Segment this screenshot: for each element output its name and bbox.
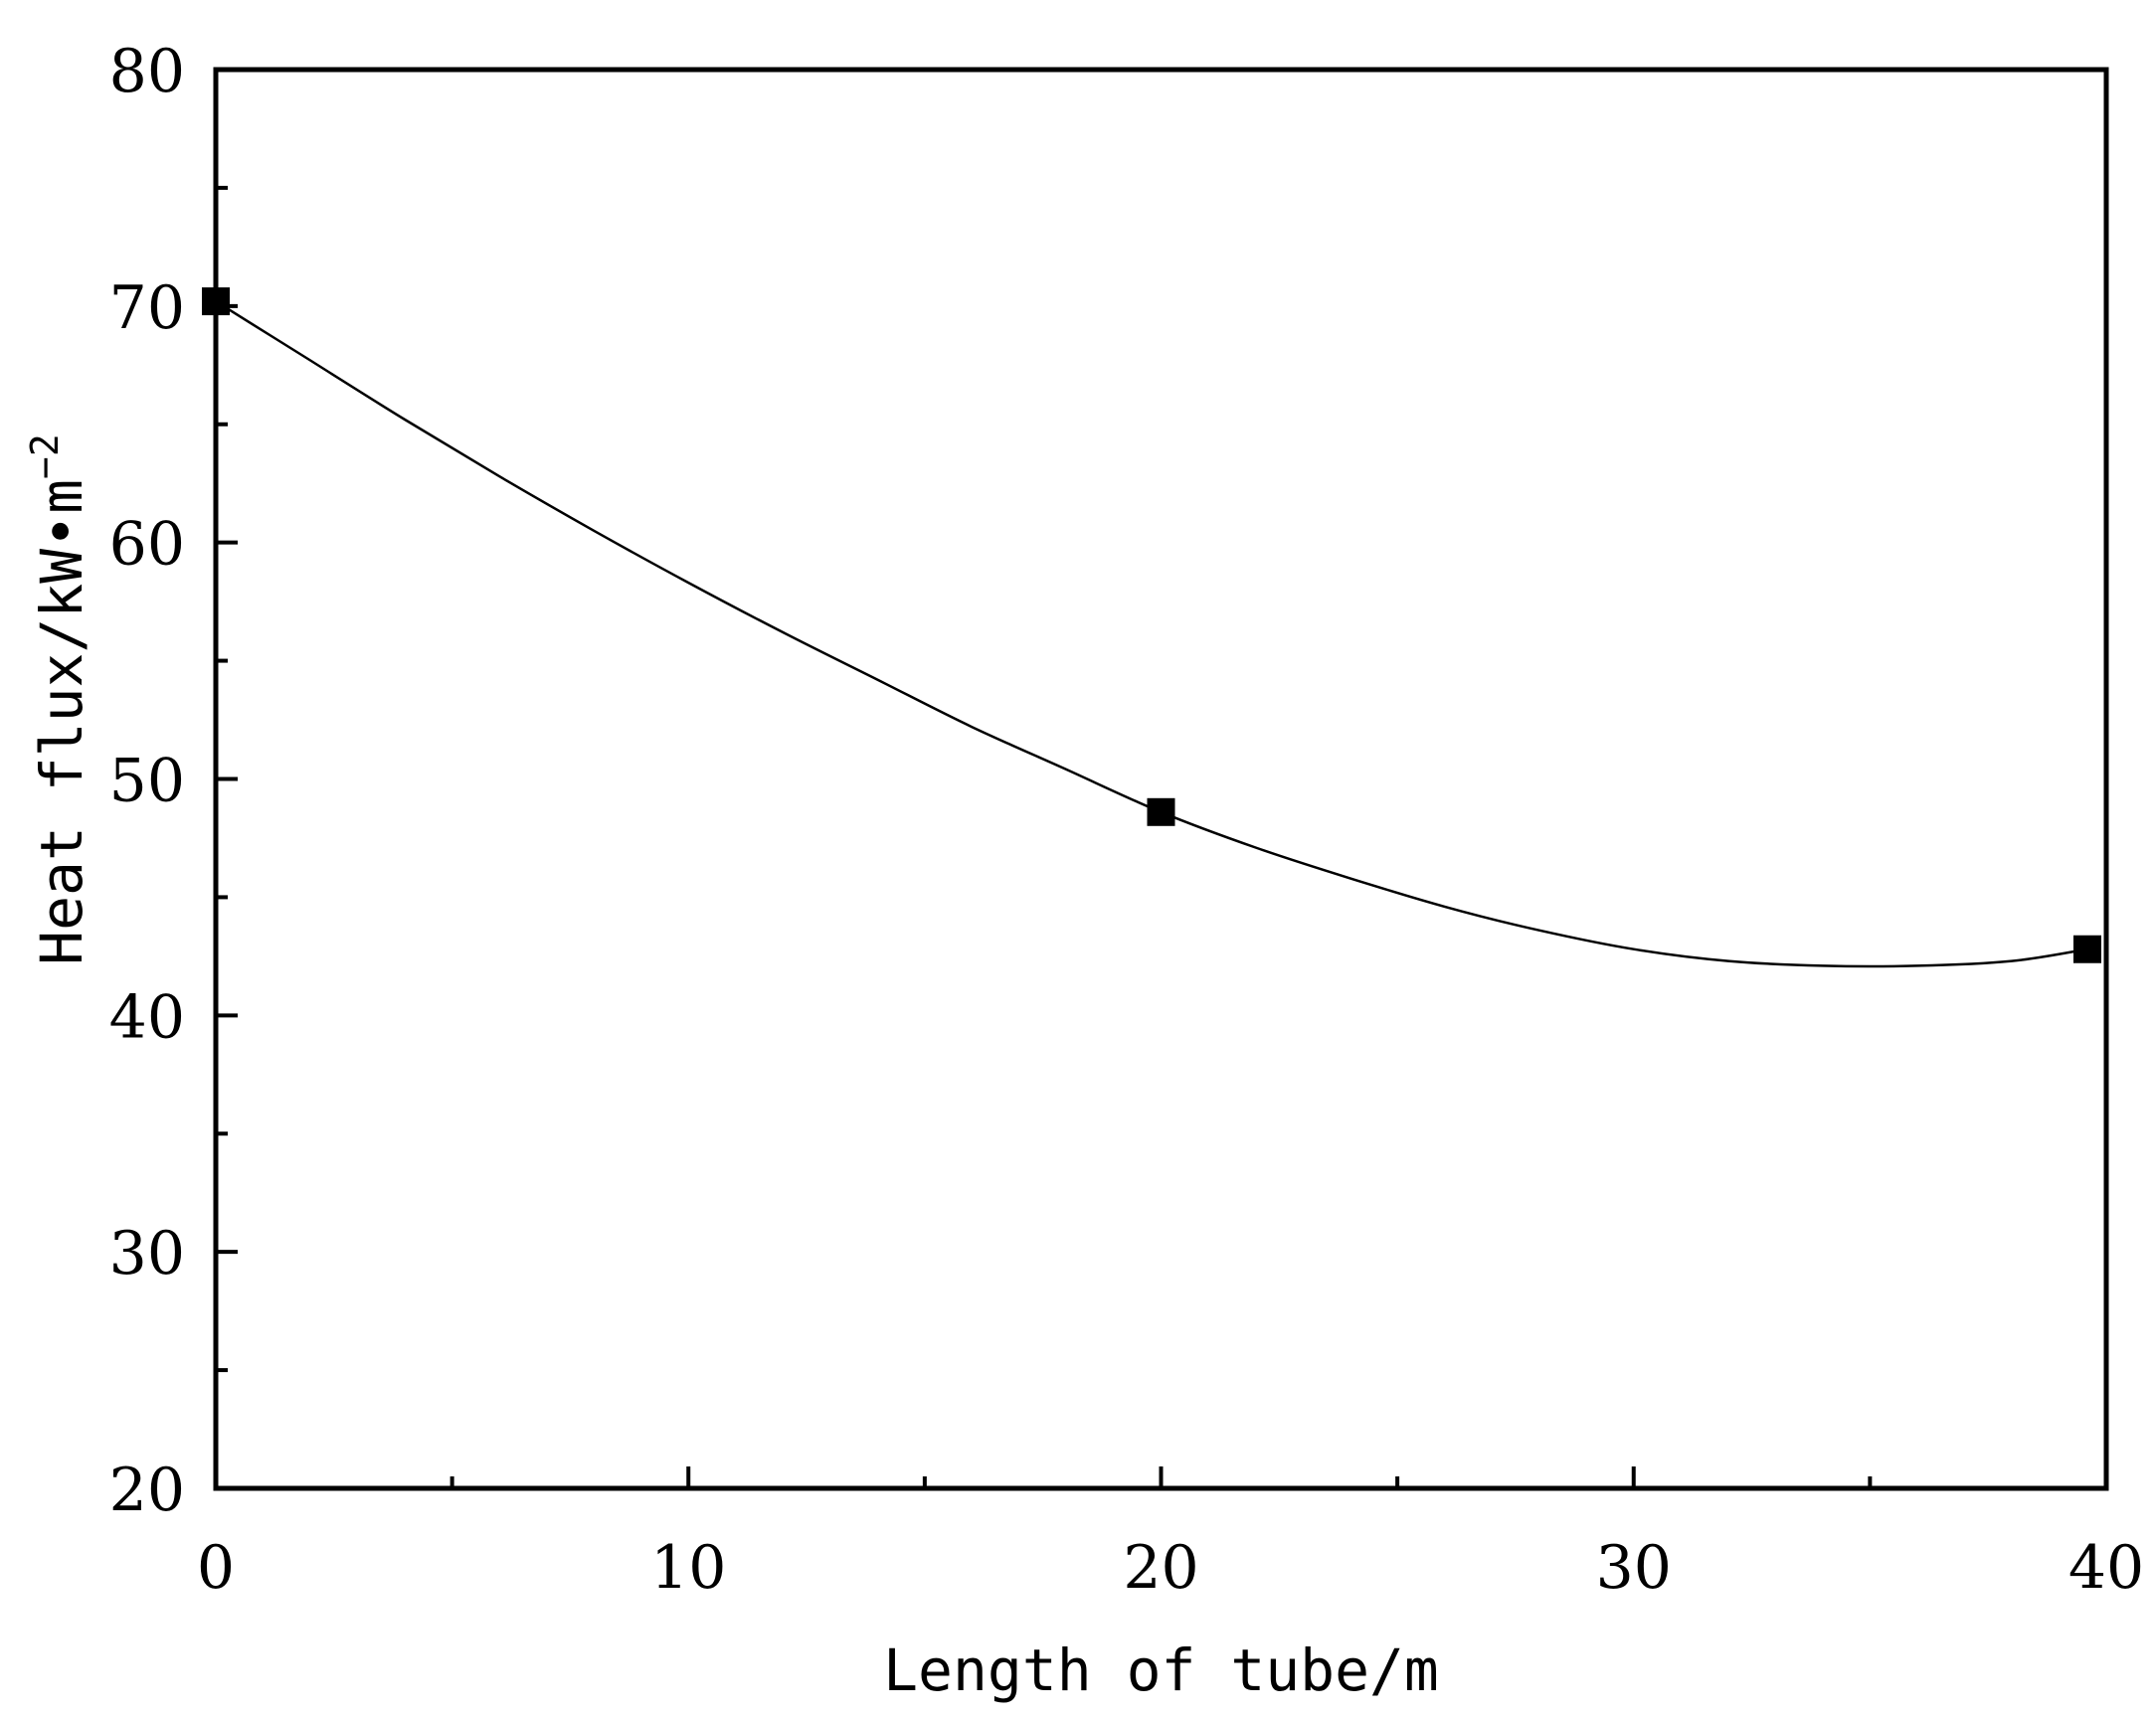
- x-tick-label: 30: [1596, 1533, 1672, 1603]
- tick-labels-layer: 0 10 20 30 40 20 30 40 50 60 70 80: [109, 37, 2145, 1603]
- series-curve: [215, 300, 2088, 968]
- data-point-marker: [1147, 797, 1175, 826]
- data-point-marker: [2072, 935, 2101, 963]
- y-axis-title: Heat flux/kW•m−2: [23, 433, 95, 965]
- x-tick-label: 0: [197, 1533, 235, 1603]
- y-tick-label: 40: [109, 982, 185, 1052]
- x-tick-label: 20: [1123, 1533, 1198, 1603]
- y-tick-label: 70: [109, 273, 185, 343]
- x-tick-label: 40: [2068, 1533, 2144, 1603]
- y-axis-title-main: Heat flux/kW•m: [28, 479, 95, 965]
- plot-area-frame: [213, 67, 2109, 1491]
- y-tick-label: 30: [109, 1219, 185, 1289]
- y-tick-label: 50: [109, 747, 185, 816]
- y-tick-label: 60: [109, 510, 185, 580]
- y-axis-title-superscript: −2: [23, 433, 67, 479]
- curve-layer: [215, 300, 2088, 968]
- y-tick-label: 20: [109, 1456, 185, 1525]
- y-tick-label: 80: [109, 37, 185, 106]
- x-tick-label: 10: [650, 1533, 726, 1603]
- x-axis-title: Length of tube/m: [883, 1636, 1439, 1704]
